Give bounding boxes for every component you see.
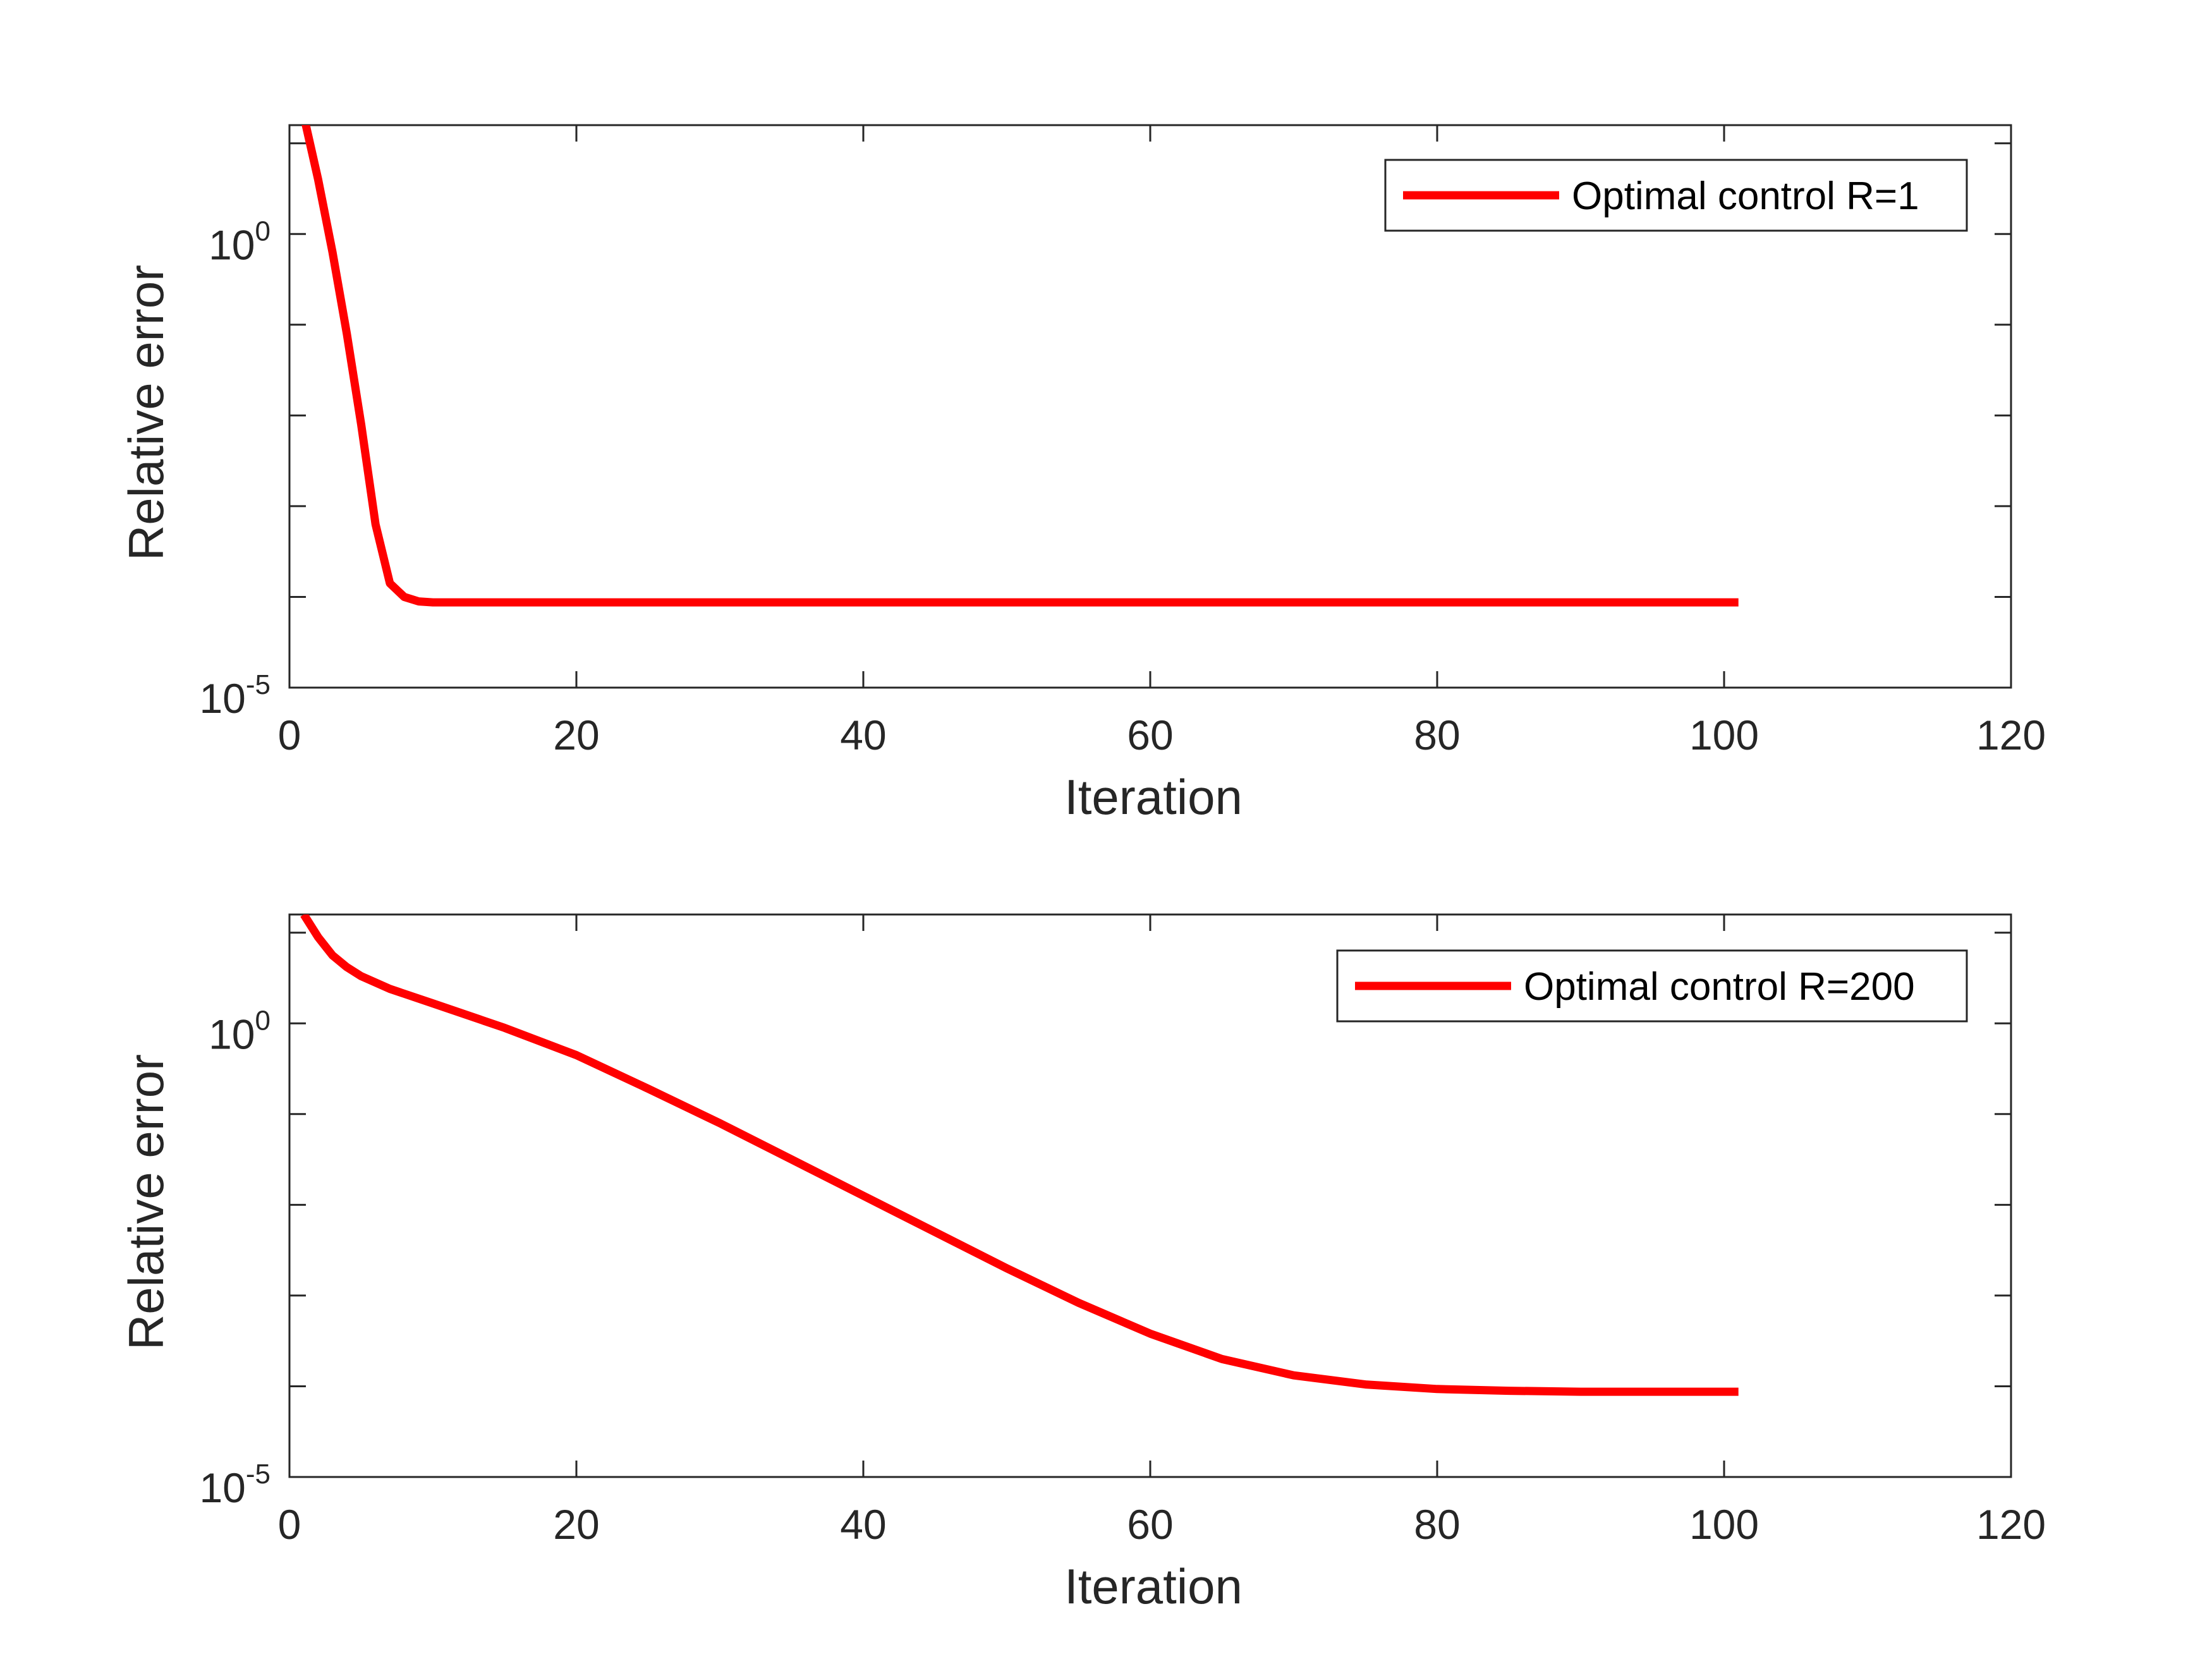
x-tick-label: 20 — [553, 1501, 599, 1548]
x-tick-label: 80 — [1414, 712, 1460, 758]
y-tick-label-base: 10 — [209, 1011, 255, 1057]
x-tick-label: 20 — [553, 712, 599, 758]
y-tick-label-base: 10 — [209, 221, 255, 268]
y-tick-label: 10-5 — [199, 1459, 270, 1511]
x-tick-label: 100 — [1689, 712, 1759, 758]
x-tick-label: 0 — [278, 1501, 301, 1548]
chart-panel-2: 0 20 40 60 80 100 12010-5100IterationRelative … — [118, 913, 2046, 1614]
x-axis-label: Iteration — [1064, 1559, 1243, 1614]
x-tick-label: 0 — [278, 712, 301, 758]
x-tick-label: 120 — [1976, 712, 2046, 758]
x-tick-label: 60 — [1127, 1501, 1173, 1548]
y-tick-label-base: 10 — [199, 675, 245, 722]
legend-label: Optimal control R=200 — [1524, 965, 1915, 1009]
x-tick-label: 80 — [1414, 1501, 1460, 1548]
x-tick-label: 40 — [840, 712, 886, 758]
y-tick-label-exponent: 0 — [255, 216, 270, 246]
series-line-1 — [301, 125, 1739, 607]
x-axis-label: Iteration — [1064, 769, 1243, 825]
series-line-1 — [300, 915, 1739, 1396]
y-tick-label: 10-5 — [199, 669, 270, 722]
y-tick-label: 100 — [209, 1005, 270, 1057]
chart-panel-1: 0 20 40 60 80 100 12010-5100IterationRelative … — [118, 124, 2046, 825]
y-tick-label-base: 10 — [199, 1464, 245, 1511]
y-axis-label: Relative error — [118, 265, 174, 561]
x-tick-label: 40 — [840, 1501, 886, 1548]
y-tick-label-exponent: 0 — [255, 1005, 270, 1036]
y-tick-label: 100 — [209, 216, 270, 268]
y-tick-label-exponent: -5 — [246, 1459, 270, 1490]
legend: Optimal control R=200 — [1336, 949, 1968, 1023]
legend: Optimal control R=1 — [1384, 159, 1968, 232]
y-axis-label: Relative error — [118, 1054, 174, 1350]
x-tick-label: 60 — [1127, 712, 1173, 758]
y-tick-label-exponent: -5 — [246, 669, 270, 700]
x-tick-label: 100 — [1689, 1501, 1759, 1548]
x-tick-label: 120 — [1976, 1501, 2046, 1548]
legend-label: Optimal control R=1 — [1572, 174, 1919, 218]
